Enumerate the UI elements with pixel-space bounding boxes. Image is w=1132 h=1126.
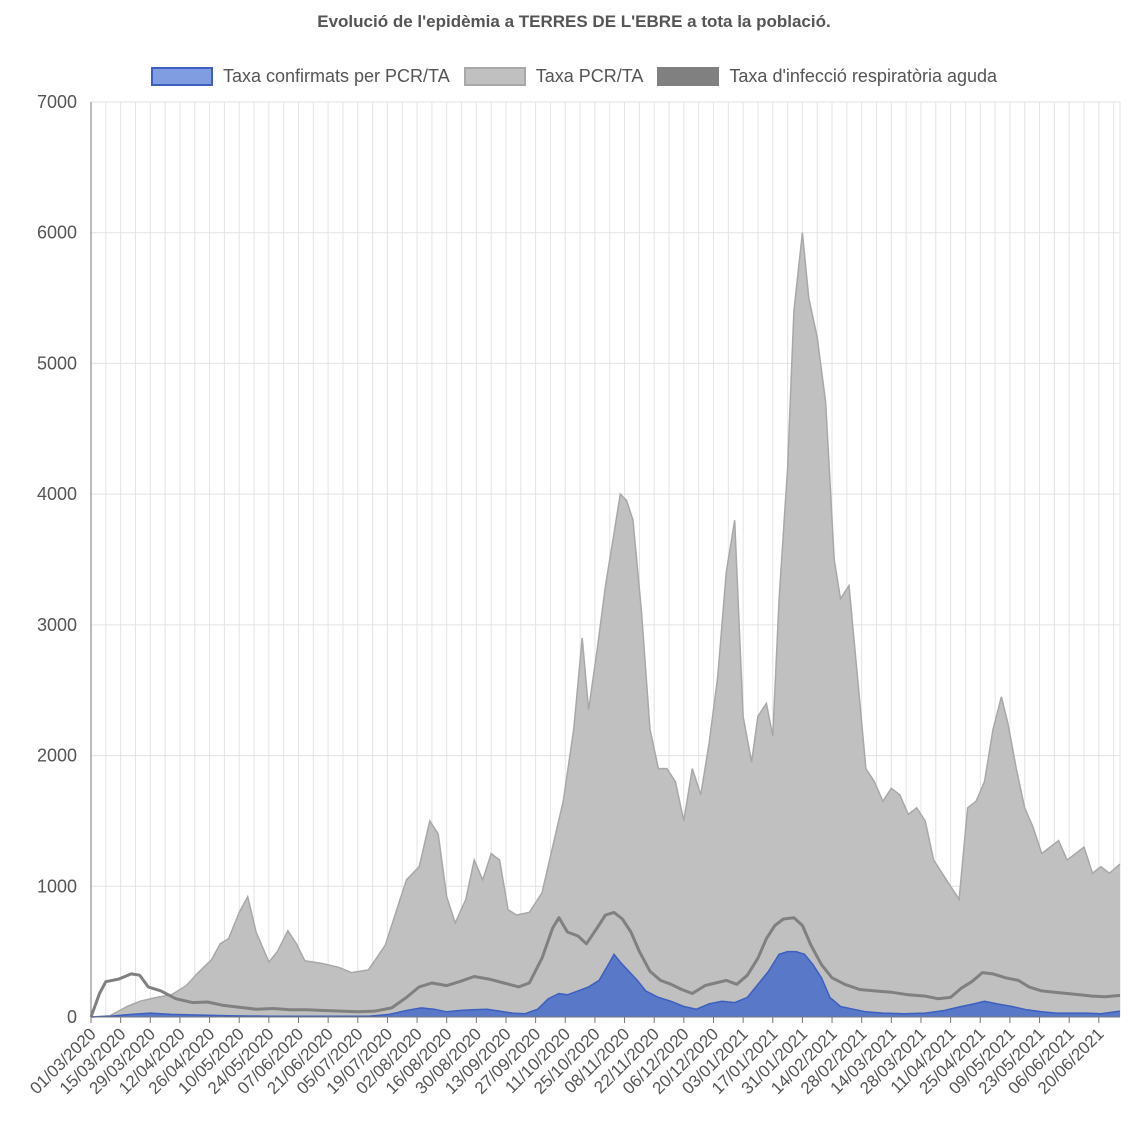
y-tick-label: 7000 bbox=[37, 92, 77, 112]
chart-title: Evolució de l'epidèmia a TERRES DE L'EBR… bbox=[317, 12, 831, 31]
legend-item-confirmats[interactable]: Taxa confirmats per PCR/TA bbox=[150, 65, 450, 87]
series-2-outline bbox=[90, 950, 1121, 1018]
legend-item-ira[interactable]: Taxa d'infecció respiratòria aguda bbox=[657, 66, 997, 87]
series-2-area bbox=[91, 951, 1120, 1017]
series-layer bbox=[89, 232, 1121, 1018]
y-tick-label: 5000 bbox=[37, 353, 77, 373]
legend-swatch-pcr bbox=[463, 66, 526, 86]
legend-label-ira: Taxa d'infecció respiratòria aguda bbox=[729, 65, 998, 86]
y-tick-label: 0 bbox=[67, 1007, 77, 1027]
legend-label-pcr: Taxa PCR/TA bbox=[535, 65, 644, 86]
axes: 0100020003000400050006000700001/03/20201… bbox=[26, 92, 1120, 1098]
y-tick-label: 2000 bbox=[37, 746, 77, 766]
legend-swatch-ira bbox=[657, 66, 720, 86]
y-tick-label: 1000 bbox=[37, 876, 77, 896]
series-0-outline bbox=[90, 232, 1121, 1018]
legend-label-confirmats: Taxa confirmats per PCR/TA bbox=[222, 65, 450, 86]
legend-item-pcr[interactable]: Taxa PCR/TA bbox=[463, 65, 644, 87]
legend-swatch-confirmats bbox=[150, 66, 213, 86]
y-tick-label: 4000 bbox=[37, 484, 77, 504]
series-0-area bbox=[91, 232, 1120, 1017]
legend: Taxa confirmats per PCR/TA Taxa PCR/TA T… bbox=[0, 63, 1132, 89]
series-1-line bbox=[89, 910, 1121, 1018]
y-tick-label: 3000 bbox=[37, 615, 77, 635]
y-tick-label: 6000 bbox=[37, 223, 77, 243]
